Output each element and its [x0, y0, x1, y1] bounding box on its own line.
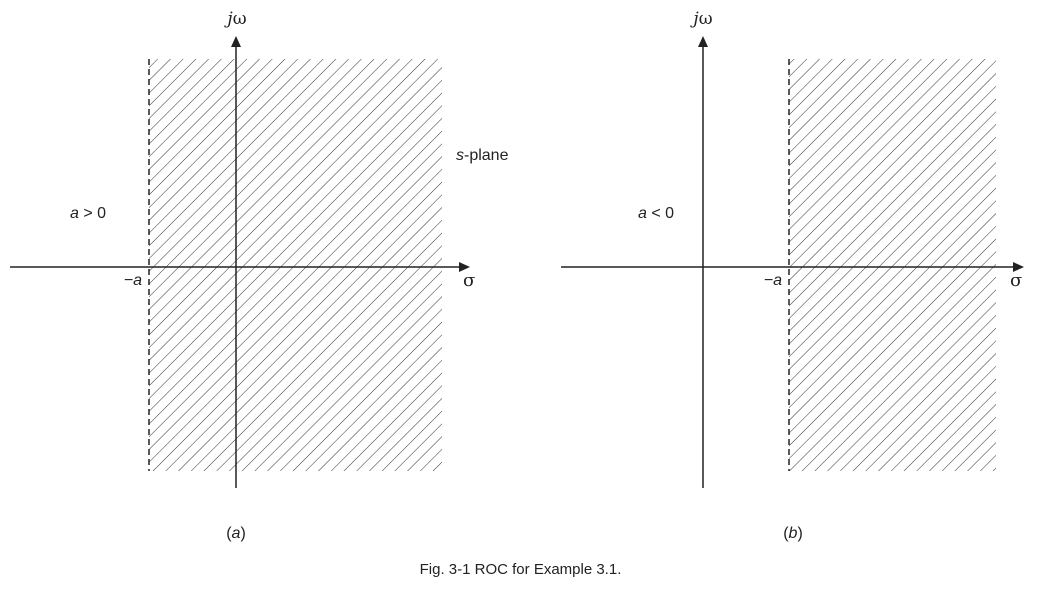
s-plane-label: s-plane — [456, 147, 509, 164]
jomega-arrowhead-a — [231, 36, 241, 47]
boundary-label-a: −a — [124, 272, 142, 289]
panel-b-sublabel: (b) — [783, 525, 803, 542]
jomega-label-a: jω — [223, 9, 246, 29]
sigma-label-b: σ — [1010, 270, 1022, 291]
figure-caption: Fig. 3-1 ROC for Example 3.1. — [419, 561, 622, 578]
boundary-label-b: −a — [764, 272, 782, 289]
roc-region-b — [789, 59, 996, 471]
roc-region-a — [149, 59, 442, 471]
sigma-arrowhead-b — [1013, 262, 1024, 272]
jomega-arrowhead-b — [698, 36, 708, 47]
sigma-label-a: σ — [463, 270, 475, 291]
panel-a-sublabel: (a) — [226, 525, 246, 542]
sigma-arrowhead-a — [459, 262, 470, 272]
condition-label-b: a < 0 — [638, 205, 674, 222]
jomega-label-b: jω — [689, 9, 712, 29]
panel-b: jω σ −a a < 0 (b) — [561, 9, 1024, 542]
condition-label-a: a > 0 — [70, 205, 106, 222]
panel-a: jω σ −a a > 0 s-plane (a) — [10, 9, 509, 542]
